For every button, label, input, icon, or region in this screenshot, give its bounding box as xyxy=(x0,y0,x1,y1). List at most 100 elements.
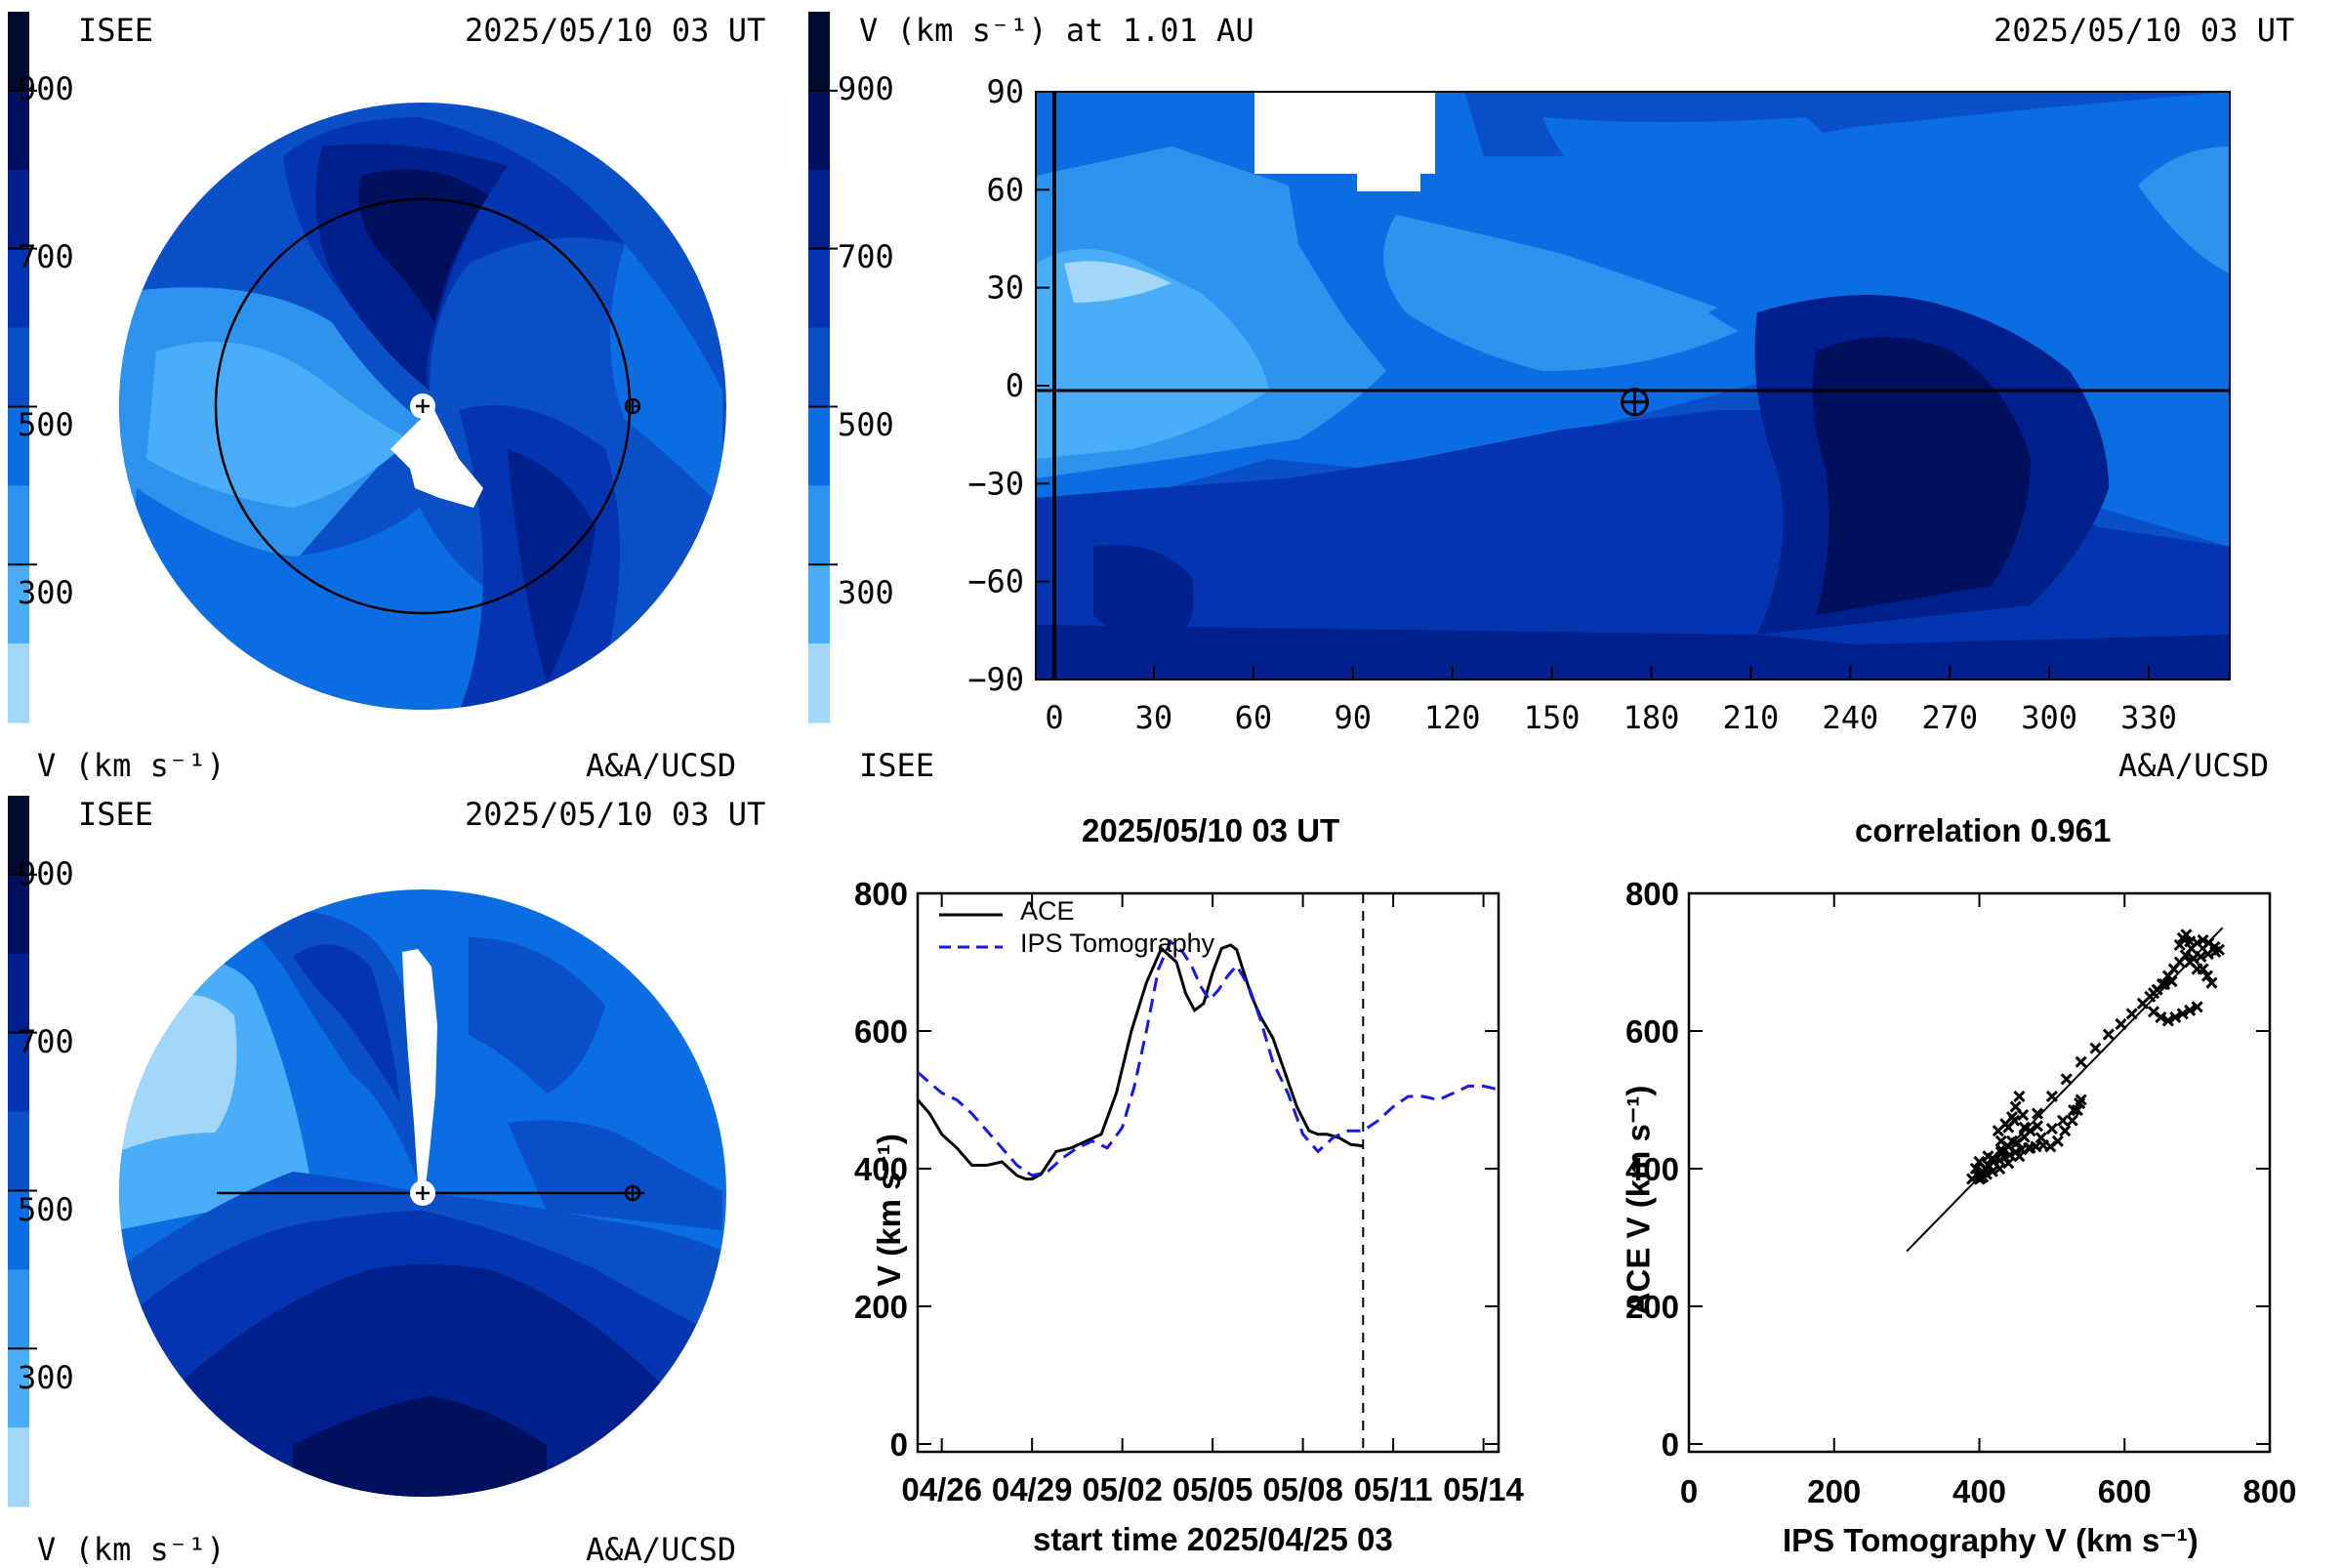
colorbar-segment xyxy=(8,1348,29,1428)
timeseries-frame xyxy=(916,891,1500,1454)
colorbar-segment xyxy=(8,643,29,723)
polar-bottom-gap-region xyxy=(402,949,437,1186)
scatter-point xyxy=(2176,1008,2189,1020)
colorbar-map-label: 500 xyxy=(838,406,894,443)
colorbar-segment xyxy=(8,12,29,92)
scatter-ytick-label: 0 xyxy=(1662,1426,1679,1463)
colorbar-segment xyxy=(808,406,830,486)
scatter-point xyxy=(2024,1141,2036,1154)
colorbar-segment xyxy=(8,1190,29,1270)
map-xtick-label: 150 xyxy=(1524,699,1581,736)
colorbar-map-label: 300 xyxy=(838,574,894,611)
scatter-point xyxy=(2066,1114,2078,1127)
scatter-ytick-label: 400 xyxy=(1625,1151,1679,1187)
timeseries-axes: 0 200 400 600 800 04/26 04/29 05/02 05/05 05/08 05… xyxy=(854,876,1525,1507)
colorbar-top-label: 900 xyxy=(18,70,74,107)
colorbar-bottom xyxy=(8,796,37,1507)
colorbar-segment xyxy=(808,485,830,565)
scatter-point xyxy=(2024,1125,2036,1137)
scatter-point xyxy=(2184,935,2197,948)
timeseries-lines xyxy=(918,938,1499,1181)
colorbar-segment xyxy=(8,485,29,565)
map-ytick-label: 30 xyxy=(986,269,1024,307)
map-ytick-label: 90 xyxy=(986,73,1024,110)
colorbar-segment xyxy=(8,169,29,250)
colorbar-map-label: 700 xyxy=(838,238,894,275)
colorbar-top-label: 700 xyxy=(18,238,74,275)
map-ytick-label: −30 xyxy=(967,465,1024,502)
map-xtick-label: 0 xyxy=(1045,699,1063,736)
scatter-point xyxy=(2089,1042,2102,1054)
colorbar-segment xyxy=(808,248,830,329)
scatter-point xyxy=(2060,1073,2073,1086)
map-xtick-label: 60 xyxy=(1235,699,1273,736)
map-ytick-label: 60 xyxy=(986,171,1024,208)
scatter-xlabel: IPS Tomography V (km s⁻¹) xyxy=(1783,1522,2199,1558)
colorbar-segment xyxy=(8,327,29,407)
scatter-xtick-label: 200 xyxy=(1807,1473,1861,1509)
scatter-point xyxy=(2056,1114,2070,1127)
map-xtick-label: 270 xyxy=(1921,699,1978,736)
timeseries-xtick-label: 05/05 xyxy=(1172,1471,1254,1507)
earth-marker-top xyxy=(624,397,641,415)
scatter-xtick-label: 800 xyxy=(2242,1473,2296,1509)
scatter-point xyxy=(2125,1008,2138,1020)
scatter-xtick-label: 0 xyxy=(1680,1473,1698,1509)
colorbar-segment xyxy=(808,12,830,92)
colorbar-segment xyxy=(8,874,29,955)
scatter-point xyxy=(2035,1132,2047,1144)
colorbar-top-label: 500 xyxy=(18,406,74,443)
scatter-point xyxy=(2059,1125,2072,1137)
scatter-point xyxy=(1994,1162,2006,1176)
scatter-axes: 0 200 400 600 800 0 200 400 600 800 xyxy=(1625,876,2297,1509)
colorbar-segment xyxy=(8,1032,29,1113)
ips-series-line xyxy=(918,938,1499,1177)
scatter-point xyxy=(2161,1014,2174,1027)
colorbar-segment xyxy=(808,643,830,723)
colorbar-bottom-label: 300 xyxy=(18,1359,74,1396)
map-xtick-label: 120 xyxy=(1424,699,1481,736)
map-xtick-label: 240 xyxy=(1822,699,1878,736)
map-earth-marker xyxy=(1621,388,1650,417)
sun-marker-bottom xyxy=(410,1180,435,1206)
scatter-ytick-label: 600 xyxy=(1625,1013,1679,1050)
scatter-point xyxy=(2068,1104,2080,1117)
scatter-point xyxy=(1973,1155,1986,1169)
scatter-title: correlation 0.961 xyxy=(1855,812,2112,848)
map-xtick-label: 90 xyxy=(1334,699,1372,736)
scatter-point xyxy=(1992,1125,2004,1137)
colorbar-top-label: 300 xyxy=(18,574,74,611)
scatter-point xyxy=(2205,976,2218,989)
colorbar-segment xyxy=(8,953,29,1034)
polar-top-credit: A&A/UCSD xyxy=(586,747,737,784)
colorbar-segment xyxy=(8,1111,29,1191)
scatter-point xyxy=(2017,1108,2030,1122)
scatter-point xyxy=(2013,1150,2026,1163)
scatter-point xyxy=(2075,1055,2087,1068)
timeseries-xtick-label: 05/14 xyxy=(1443,1471,1524,1507)
scatter-point xyxy=(2184,1004,2197,1016)
map-xtick-label: 30 xyxy=(1135,699,1173,736)
scatter-xtick-label: 400 xyxy=(1952,1473,2006,1509)
scatter-xtick-label: 600 xyxy=(2098,1473,2152,1509)
map-title: V (km s⁻¹) at 1.01 AU xyxy=(859,12,1254,49)
timeseries-ytick-label: 600 xyxy=(854,1013,908,1050)
timeseries-xtick-label: 04/29 xyxy=(992,1471,1073,1507)
scatter-point xyxy=(2169,1011,2182,1023)
map-timestamp: 2025/05/10 03 UT xyxy=(1994,12,2295,49)
map-ytick-label: 0 xyxy=(1006,367,1024,404)
colorbar-segment xyxy=(8,1269,29,1349)
scatter-ytick-label: 200 xyxy=(1625,1289,1679,1325)
colorbar-bottom-label: 500 xyxy=(18,1191,74,1228)
scatter-ylabel: ACE V (km s⁻¹) xyxy=(1620,1085,1657,1316)
colorbar-segment xyxy=(8,248,29,329)
polar-top-timestamp: 2025/05/10 03 UT xyxy=(465,12,766,49)
polar-top-gap-region xyxy=(390,410,483,508)
colorbar-segment xyxy=(8,796,29,876)
polar-bottom-source: ISEE xyxy=(78,796,154,833)
colorbar-segment xyxy=(808,327,830,407)
map-credit: A&A/UCSD xyxy=(2118,747,2270,784)
polar-bottom-timestamp: 2025/05/10 03 UT xyxy=(465,796,766,833)
colorbar-segment xyxy=(808,90,830,171)
